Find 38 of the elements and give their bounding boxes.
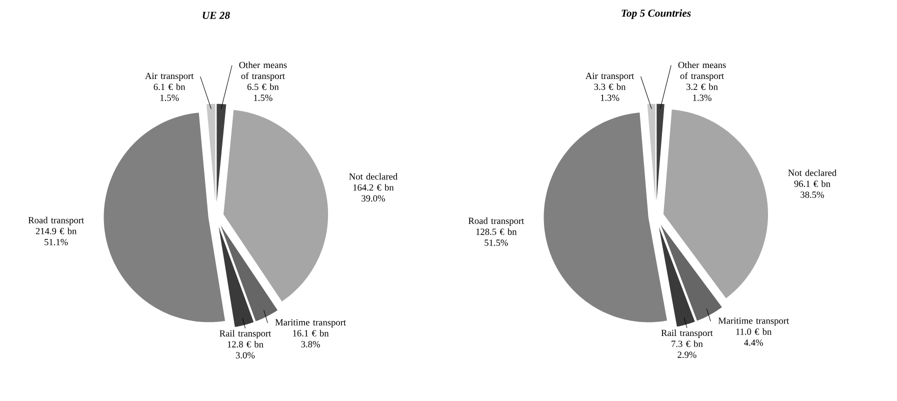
text: 3.8% [301, 341, 320, 348]
text: 3.0% [236, 352, 255, 358]
data-label: 16.1 € bn [293, 330, 329, 336]
text: 1.3% [600, 94, 620, 101]
data-label: 96.1 € bn [794, 180, 830, 187]
text: 38.5% [800, 192, 824, 198]
chart-title: UE 28 [202, 12, 230, 19]
slice-label: Rail transport [220, 330, 272, 338]
text: 51.1% [44, 238, 68, 246]
data-label: 164.2 € bn [353, 184, 394, 191]
text: 51.5% [484, 240, 508, 246]
data-label: 7.3 € bn [672, 340, 703, 348]
text: 1.5% [160, 94, 179, 101]
data-label: 11.0 € bn [736, 328, 772, 335]
slice-label: Road transport [468, 217, 524, 226]
text: 39.0% [362, 195, 385, 202]
slice-label: Not declared [349, 173, 398, 180]
data-label: 6.5 € bn [247, 83, 279, 90]
slice-label: Other means of transport [678, 62, 726, 81]
text: 2.9% [678, 352, 696, 358]
slice-label: Rail transport [661, 330, 713, 338]
chart-title: Top 5 Countries [622, 9, 691, 19]
data-label: 3.2 € bn [686, 83, 718, 90]
data-label: 128.5 € bn [476, 228, 517, 235]
text: 1.5% [254, 94, 272, 101]
text: 4.4% [744, 339, 763, 346]
slice-label: Air transport [145, 72, 194, 81]
slice-label: Maritime transport [275, 319, 346, 328]
data-label: 214.9 € bn [36, 228, 77, 234]
slice-label: Road transport [28, 216, 84, 226]
slice-label: Maritime transport [718, 318, 790, 326]
text: 1.3% [693, 94, 712, 101]
slice-label: Air transport [586, 72, 634, 81]
data-label: 3.3 € bn [594, 83, 626, 90]
slice-label: Not declared [788, 169, 836, 176]
data-label: 6.1 € bn [154, 83, 186, 90]
slice-label: Other means of transport [239, 62, 287, 81]
data-label: 12.8 € bn [228, 340, 264, 348]
